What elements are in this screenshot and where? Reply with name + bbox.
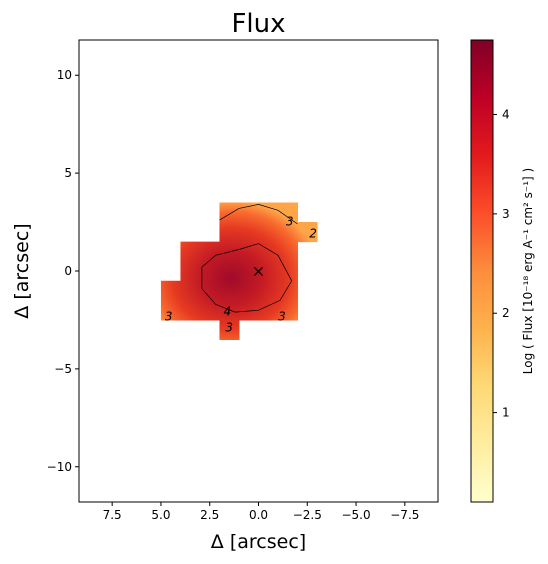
colorbar <box>470 39 494 503</box>
colorbar-tick-label: 4 <box>502 108 510 122</box>
colorbar-tick-label: 3 <box>502 207 510 221</box>
contour-level-4 <box>201 243 293 313</box>
x-tick-label: 0.0 <box>249 508 268 522</box>
y-axis-label: Δ [arcsec] <box>11 223 33 318</box>
x-tick-label: 2.5 <box>200 508 219 522</box>
contour-label: 4 <box>223 305 231 319</box>
flux-map <box>160 202 318 341</box>
x-tick-label: −5.0 <box>341 508 370 522</box>
x-axis-label: Δ [arcsec] <box>211 531 306 553</box>
contour-level-3 <box>219 204 298 225</box>
x-axis-ticks: 7.5 5.0 2.5 0.0 −2.5 −5.0 −7.5 <box>103 502 419 522</box>
y-tick-label: 5 <box>64 166 72 180</box>
marker-x: × <box>252 262 265 281</box>
y-axis-ticks: 10 5 0 −5 −10 <box>47 68 79 474</box>
y-tick-label: −5 <box>54 362 72 376</box>
y-tick-label: 0 <box>64 264 72 278</box>
colorbar-ticks: 1 2 3 4 <box>493 108 510 420</box>
x-tick-label: −2.5 <box>293 508 322 522</box>
colorbar-tick-label: 2 <box>502 306 510 320</box>
x-tick-label: 7.5 <box>103 508 122 522</box>
contour-label: 3 <box>278 310 286 324</box>
x-tick-label: 5.0 <box>151 508 170 522</box>
colorbar-label: Log ( Flux [10⁻¹⁸ erg A⁻¹ cm² s⁻¹] ) <box>521 168 535 374</box>
center-marker: × <box>252 262 265 281</box>
x-tick-label: −7.5 <box>390 508 419 522</box>
contour-label: 3 <box>225 320 233 334</box>
chart-title: Flux <box>231 9 285 39</box>
contour-label: 2 <box>309 226 317 240</box>
coverage-cell <box>180 242 297 281</box>
y-tick-label: 10 <box>57 68 72 82</box>
contour-label: 3 <box>286 215 294 229</box>
y-tick-label: −10 <box>47 460 72 474</box>
contour-lines <box>201 204 298 313</box>
contour-label: 3 <box>165 310 173 324</box>
colorbar-tick-label: 1 <box>502 406 510 420</box>
